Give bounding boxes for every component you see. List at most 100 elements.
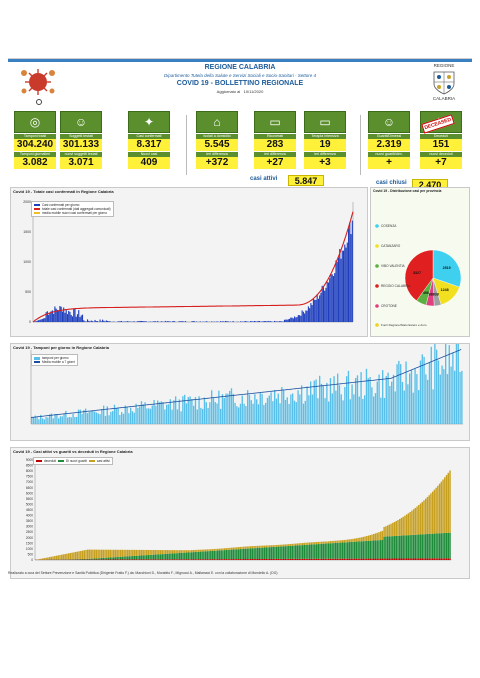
recovered-bar (367, 540, 370, 559)
daily-case-bar (350, 234, 352, 322)
deceased-bar (159, 559, 162, 560)
daily-case-bar (265, 320, 267, 322)
swab-bar (459, 371, 461, 424)
daily-case-bar (55, 308, 57, 322)
swab-bar (340, 394, 342, 424)
recovered-bar (147, 555, 150, 560)
recovered-bar (159, 554, 162, 560)
pie-slice (404, 249, 434, 301)
active-bar (87, 549, 89, 559)
swab-bar (241, 395, 243, 424)
recovered-bar (234, 549, 236, 560)
deceased-bar (262, 558, 264, 560)
recovered-bar (307, 544, 309, 559)
daily-case-bar (275, 321, 277, 322)
kpi-sub-label: Tamponi giornalieri (14, 152, 56, 157)
daily-case-bar (104, 321, 106, 322)
recovered-bar (189, 552, 191, 560)
swab-bar (311, 394, 314, 424)
active-bar (145, 549, 148, 556)
recovered-bar (288, 545, 290, 559)
swab-bar (401, 382, 404, 424)
swab-bar (353, 394, 355, 424)
active-bar (197, 549, 200, 552)
recovered-bar (352, 541, 354, 559)
daily-case-bar (39, 319, 41, 322)
divider-2 (360, 115, 361, 175)
active-bar (274, 545, 276, 547)
deceased-bar (232, 559, 235, 560)
active-bar (336, 540, 339, 543)
deceased-bar (253, 559, 255, 560)
kpi-value: 19 (304, 139, 346, 151)
recovered-bar (395, 535, 398, 559)
daily-case-bar (91, 321, 94, 322)
active-bar (369, 535, 372, 541)
daily-case-bar (172, 321, 174, 322)
daily-case-bar (339, 248, 341, 322)
deceased-bar (156, 559, 158, 560)
swab-bar (356, 375, 359, 424)
recovered-bar (321, 543, 323, 559)
deceased-bar (357, 558, 359, 560)
daily-case-bar (78, 310, 80, 322)
recovered-bar (137, 555, 139, 560)
recovered-bar (421, 534, 424, 559)
active-bar (102, 549, 105, 558)
recovered-bar (213, 550, 216, 560)
daily-case-bar (258, 321, 261, 322)
swab-bar (45, 417, 47, 424)
active-bar (279, 544, 281, 547)
daily-case-bar (102, 319, 104, 322)
swab-bar (439, 374, 441, 424)
recovered-bar (145, 555, 148, 560)
swab-bar (295, 402, 297, 424)
recovered-bar (230, 549, 233, 560)
active-bar (421, 501, 424, 535)
recovered-bar (260, 547, 262, 559)
deceased-bar (178, 559, 181, 560)
swab-bar (257, 404, 260, 424)
daily-case-bar (256, 321, 258, 322)
deceased-bar (404, 558, 406, 560)
kpi-label: Deceduti (420, 134, 462, 139)
active-bar (407, 513, 410, 536)
active-bar (412, 509, 415, 535)
active-bar (414, 507, 417, 535)
swab-bar (302, 403, 305, 424)
daily-case-bar (80, 315, 82, 322)
recovered-bar (177, 553, 179, 560)
recovered-bar (95, 558, 98, 560)
recovered-bar (407, 535, 410, 559)
deceased-bar (392, 558, 394, 560)
active-bar (379, 531, 382, 541)
daily-case-bar (44, 318, 46, 322)
daily-case-bar (97, 321, 99, 322)
y-tick-label: 8500 (26, 464, 33, 468)
swab-bar (369, 377, 371, 424)
deceased-bar (315, 558, 318, 560)
active-bar (116, 549, 118, 558)
deceased-bar (385, 558, 387, 560)
active-bar (277, 544, 280, 547)
active-bar (144, 549, 146, 556)
swab-bar (38, 419, 40, 424)
swab-bar (182, 396, 184, 424)
daily-case-bar (314, 299, 316, 322)
swab-bar (153, 399, 155, 424)
daily-case-bar (286, 319, 288, 322)
active-bar (334, 540, 337, 543)
swab-bar (428, 362, 431, 424)
daily-case-bar (344, 244, 346, 322)
recovered-bar (203, 551, 205, 560)
y-tick-label: 3500 (26, 519, 33, 523)
recovered-bar (156, 554, 158, 560)
recovered-bar (425, 534, 427, 559)
active-bar (203, 549, 205, 552)
swab-bar (304, 400, 306, 424)
active-bar (390, 523, 392, 537)
active-bar (366, 536, 368, 541)
recovered-bar (400, 535, 403, 559)
active-bar (107, 549, 110, 558)
deceased-bar (437, 558, 439, 560)
